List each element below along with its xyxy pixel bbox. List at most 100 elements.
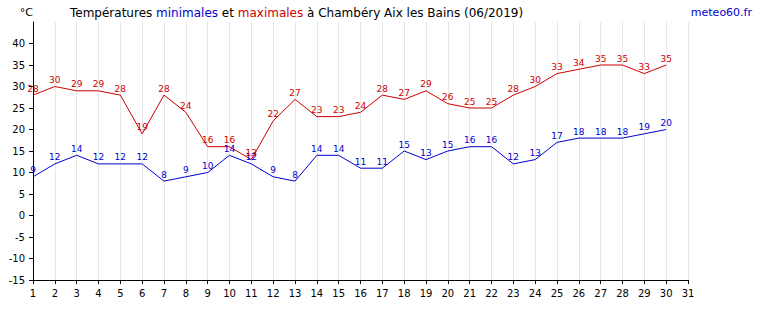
svg-text:11: 11 xyxy=(377,157,388,167)
svg-text:18: 18 xyxy=(595,127,607,137)
svg-text:31: 31 xyxy=(682,288,695,299)
svg-text:19: 19 xyxy=(420,288,433,299)
svg-text:20: 20 xyxy=(660,118,672,128)
svg-text:28: 28 xyxy=(115,84,127,94)
svg-text:15: 15 xyxy=(12,146,25,157)
svg-text:25: 25 xyxy=(464,97,475,107)
svg-text:14: 14 xyxy=(333,144,345,154)
svg-text:9: 9 xyxy=(270,165,276,175)
svg-text:12: 12 xyxy=(508,152,519,162)
svg-text:2: 2 xyxy=(52,288,58,299)
svg-text:12: 12 xyxy=(49,152,60,162)
svg-text:13: 13 xyxy=(289,288,302,299)
svg-text:17: 17 xyxy=(551,131,562,141)
svg-text:19: 19 xyxy=(136,122,148,132)
svg-text:5: 5 xyxy=(117,288,123,299)
svg-text:12: 12 xyxy=(115,152,126,162)
svg-text:24: 24 xyxy=(180,101,192,111)
svg-text:14: 14 xyxy=(71,144,83,154)
svg-text:23: 23 xyxy=(311,105,322,115)
svg-text:27: 27 xyxy=(289,88,300,98)
svg-text:30: 30 xyxy=(660,288,673,299)
svg-text:25: 25 xyxy=(12,103,25,114)
svg-text:28: 28 xyxy=(616,288,629,299)
svg-text:15: 15 xyxy=(332,288,345,299)
svg-text:18: 18 xyxy=(398,288,411,299)
svg-text:15: 15 xyxy=(442,140,453,150)
svg-text:5: 5 xyxy=(19,189,25,200)
svg-text:12: 12 xyxy=(267,288,280,299)
svg-text:22: 22 xyxy=(267,109,278,119)
svg-text:10: 10 xyxy=(223,288,236,299)
svg-text:21: 21 xyxy=(463,288,476,299)
svg-text:meteo60.fr: meteo60.fr xyxy=(691,6,753,19)
svg-text:12: 12 xyxy=(93,152,104,162)
svg-text:23: 23 xyxy=(507,288,520,299)
svg-text:11: 11 xyxy=(245,288,258,299)
svg-text:-10: -10 xyxy=(9,253,25,264)
svg-text:Températures: Températures xyxy=(69,6,156,20)
svg-text:24: 24 xyxy=(355,101,367,111)
svg-text:26: 26 xyxy=(572,288,585,299)
svg-text:6: 6 xyxy=(139,288,145,299)
svg-text:27: 27 xyxy=(594,288,607,299)
svg-text:28: 28 xyxy=(377,84,389,94)
svg-text:9: 9 xyxy=(204,288,210,299)
svg-text:10: 10 xyxy=(202,161,214,171)
svg-text:33: 33 xyxy=(551,62,562,72)
svg-text:°C: °C xyxy=(20,6,34,19)
svg-text:28: 28 xyxy=(27,84,39,94)
svg-text:20: 20 xyxy=(441,288,454,299)
svg-text:30: 30 xyxy=(12,81,25,92)
svg-text:12: 12 xyxy=(136,152,147,162)
svg-text:15: 15 xyxy=(398,140,409,150)
svg-text:-15: -15 xyxy=(9,275,25,286)
svg-text:23: 23 xyxy=(333,105,344,115)
svg-text:29: 29 xyxy=(93,79,105,89)
svg-text:9: 9 xyxy=(30,165,36,175)
svg-text:13: 13 xyxy=(246,148,257,158)
svg-text:3: 3 xyxy=(73,288,79,299)
svg-text:16: 16 xyxy=(354,288,367,299)
svg-text:19: 19 xyxy=(639,122,651,132)
svg-text:40: 40 xyxy=(12,38,25,49)
svg-text:35: 35 xyxy=(12,60,25,71)
svg-text:29: 29 xyxy=(420,79,432,89)
svg-text:13: 13 xyxy=(529,148,540,158)
svg-text:17: 17 xyxy=(376,288,389,299)
svg-text:et: et xyxy=(218,6,238,20)
svg-text:10: 10 xyxy=(12,167,25,178)
svg-text:8: 8 xyxy=(292,170,298,180)
svg-text:13: 13 xyxy=(420,148,431,158)
svg-text:14: 14 xyxy=(310,288,323,299)
svg-text:30: 30 xyxy=(529,75,541,85)
svg-text:30: 30 xyxy=(49,75,61,85)
svg-text:4: 4 xyxy=(95,288,101,299)
svg-text:14: 14 xyxy=(224,144,236,154)
svg-text:1: 1 xyxy=(30,288,36,299)
svg-text:11: 11 xyxy=(355,157,366,167)
svg-text:16: 16 xyxy=(224,135,236,145)
svg-text:35: 35 xyxy=(595,54,606,64)
svg-text:14: 14 xyxy=(311,144,323,154)
svg-text:24: 24 xyxy=(529,288,542,299)
svg-text:maximales: maximales xyxy=(238,6,304,20)
svg-text:25: 25 xyxy=(551,288,564,299)
svg-text:29: 29 xyxy=(71,79,83,89)
svg-text:35: 35 xyxy=(617,54,628,64)
svg-text:25: 25 xyxy=(486,97,497,107)
svg-text:9: 9 xyxy=(183,165,189,175)
svg-text:35: 35 xyxy=(660,54,671,64)
svg-text:8: 8 xyxy=(161,170,167,180)
svg-text:27: 27 xyxy=(398,88,409,98)
svg-text:26: 26 xyxy=(442,92,454,102)
svg-text:28: 28 xyxy=(158,84,170,94)
svg-text:7: 7 xyxy=(161,288,167,299)
svg-text:22: 22 xyxy=(485,288,498,299)
svg-text:16: 16 xyxy=(464,135,476,145)
svg-text:8: 8 xyxy=(183,288,189,299)
svg-text:minimales: minimales xyxy=(156,6,218,20)
svg-text:16: 16 xyxy=(486,135,498,145)
svg-text:29: 29 xyxy=(638,288,651,299)
svg-text:28: 28 xyxy=(508,84,520,94)
